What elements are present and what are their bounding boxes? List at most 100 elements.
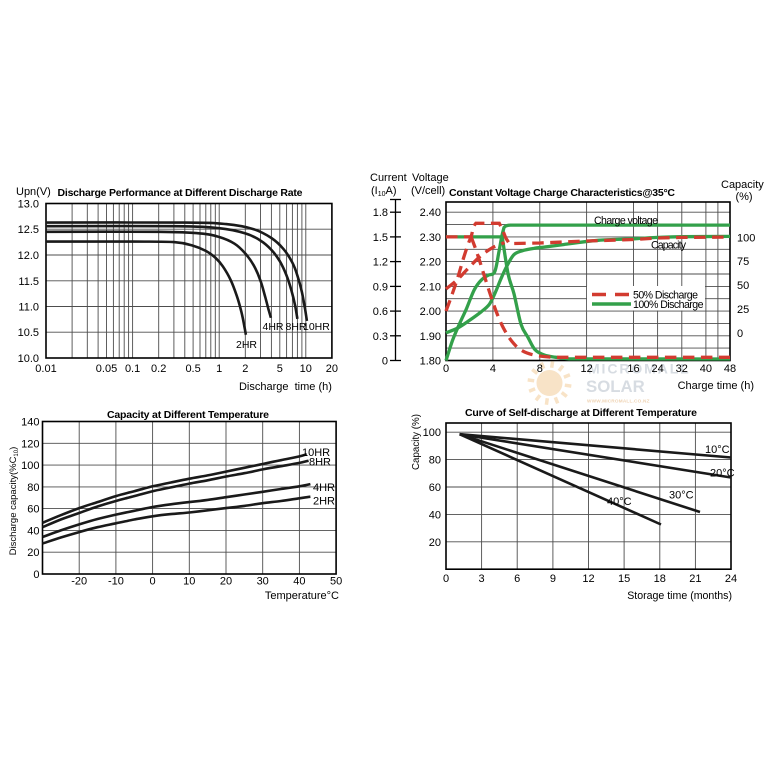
svg-text:24: 24: [725, 573, 737, 585]
svg-text:6: 6: [514, 573, 520, 585]
svg-text:100% Discharge: 100% Discharge: [633, 299, 704, 311]
svg-text:(V/cell): (V/cell): [411, 185, 445, 197]
svg-text:20°C: 20°C: [710, 468, 735, 480]
svg-text:0.1: 0.1: [125, 363, 140, 375]
svg-text:1.8: 1.8: [373, 207, 388, 219]
svg-text:2.40: 2.40: [420, 207, 441, 219]
svg-text:MICROMALL: MICROMALL: [588, 361, 691, 377]
svg-text:(I10A): (I10A): [371, 185, 397, 198]
svg-text:Upn(V): Upn(V): [16, 186, 51, 198]
svg-text:Temperature°C: Temperature°C: [265, 590, 339, 602]
svg-text:40°C: 40°C: [607, 496, 632, 508]
svg-text:WWW.MICROMALL.CO.NZ: WWW.MICROMALL.CO.NZ: [587, 399, 650, 404]
svg-text:18: 18: [654, 573, 666, 585]
svg-text:5: 5: [277, 363, 283, 375]
svg-text:100: 100: [737, 232, 755, 244]
svg-text:3: 3: [479, 573, 485, 585]
svg-text:Current: Current: [370, 172, 407, 184]
svg-text:24: 24: [651, 363, 663, 375]
svg-text:140: 140: [21, 417, 39, 429]
svg-text:12: 12: [582, 573, 594, 585]
svg-text:20: 20: [326, 363, 338, 375]
svg-text:48: 48: [724, 363, 736, 375]
svg-text:10.5: 10.5: [18, 327, 39, 339]
svg-text:75: 75: [737, 256, 749, 268]
svg-text:(%): (%): [735, 191, 752, 203]
svg-text:50: 50: [737, 280, 749, 292]
svg-text:60: 60: [27, 504, 39, 516]
svg-text:1: 1: [216, 363, 222, 375]
svg-text:0: 0: [443, 573, 449, 585]
svg-text:12: 12: [580, 363, 592, 375]
svg-text:0.05: 0.05: [96, 363, 117, 375]
svg-text:0.3: 0.3: [373, 331, 388, 343]
svg-text:0: 0: [150, 576, 156, 588]
svg-text:100: 100: [423, 427, 441, 439]
svg-text:0.9: 0.9: [373, 281, 388, 293]
svg-text:4: 4: [490, 363, 496, 375]
svg-text:2.10: 2.10: [420, 281, 441, 293]
svg-text:Curve of Self-discharge at Dif: Curve of Self-discharge at Different Tem…: [465, 407, 697, 419]
svg-text:Constant Voltage Charge Charac: Constant Voltage Charge Characteristics@…: [449, 187, 675, 199]
svg-text:1.90: 1.90: [420, 331, 441, 343]
svg-text:12.0: 12.0: [18, 250, 39, 262]
svg-text:0.01: 0.01: [35, 363, 56, 375]
svg-text:SOLAR: SOLAR: [586, 377, 645, 396]
svg-text:0: 0: [382, 356, 388, 368]
svg-text:120: 120: [21, 438, 39, 450]
svg-text:2.30: 2.30: [420, 232, 441, 244]
svg-text:40: 40: [27, 525, 39, 537]
svg-text:2HR: 2HR: [236, 339, 257, 351]
svg-text:40: 40: [700, 363, 712, 375]
svg-text:2: 2: [242, 363, 248, 375]
svg-text:9: 9: [550, 573, 556, 585]
svg-text:100: 100: [21, 460, 39, 472]
svg-text:20: 20: [429, 537, 441, 549]
svg-text:13.0: 13.0: [18, 199, 39, 211]
svg-text:0.5: 0.5: [185, 363, 200, 375]
svg-text:50: 50: [330, 576, 342, 588]
svg-text:-10: -10: [108, 576, 124, 588]
svg-text:0: 0: [737, 328, 743, 340]
svg-text:0.6: 0.6: [373, 306, 388, 318]
svg-text:8HR: 8HR: [286, 321, 307, 333]
svg-text:1.80: 1.80: [420, 356, 441, 368]
svg-text:32: 32: [676, 363, 688, 375]
svg-text:60: 60: [429, 482, 441, 494]
svg-text:10.0: 10.0: [18, 353, 39, 365]
svg-text:Capacity at Different Temperat: Capacity at Different Temperature: [107, 409, 269, 421]
svg-text:40: 40: [429, 509, 441, 521]
svg-text:30: 30: [257, 576, 269, 588]
svg-text:2.20: 2.20: [420, 257, 441, 269]
svg-text:Charge time (h): Charge time (h): [678, 380, 754, 392]
svg-text:15: 15: [618, 573, 630, 585]
svg-text:Capacity: Capacity: [721, 179, 764, 191]
svg-text:40: 40: [293, 576, 305, 588]
svg-text:21: 21: [689, 573, 701, 585]
svg-text:Discharge time (h): Discharge time (h): [239, 381, 332, 393]
svg-text:80: 80: [27, 482, 39, 494]
svg-text:12.5: 12.5: [18, 224, 39, 236]
svg-text:11.0: 11.0: [18, 302, 39, 314]
svg-text:Storage time (months): Storage time (months): [627, 590, 732, 602]
svg-text:20: 20: [27, 547, 39, 559]
svg-text:Discharge Performance at Diffe: Discharge Performance at Different Disch…: [58, 187, 303, 199]
svg-text:Discharge capacity(%C10): Discharge capacity(%C10): [8, 447, 20, 556]
svg-text:11.5: 11.5: [18, 276, 39, 288]
svg-text:25: 25: [737, 304, 749, 316]
svg-text:10: 10: [300, 363, 312, 375]
svg-text:10: 10: [183, 576, 195, 588]
svg-text:50% Discharge: 50% Discharge: [633, 290, 698, 302]
svg-text:1.2: 1.2: [373, 257, 388, 269]
svg-text:1.5: 1.5: [373, 232, 388, 244]
svg-text:Capacity: Capacity: [651, 240, 687, 252]
svg-text:Capacity (%): Capacity (%): [411, 414, 422, 470]
svg-text:Voltage: Voltage: [412, 172, 449, 184]
svg-text:4HR: 4HR: [313, 482, 335, 494]
svg-text:Charge voltage: Charge voltage: [594, 215, 658, 227]
svg-text:0: 0: [33, 569, 39, 581]
svg-text:16: 16: [627, 363, 639, 375]
svg-text:4HR: 4HR: [263, 321, 284, 333]
svg-text:10°C: 10°C: [705, 444, 730, 456]
svg-text:10HR: 10HR: [302, 447, 330, 459]
